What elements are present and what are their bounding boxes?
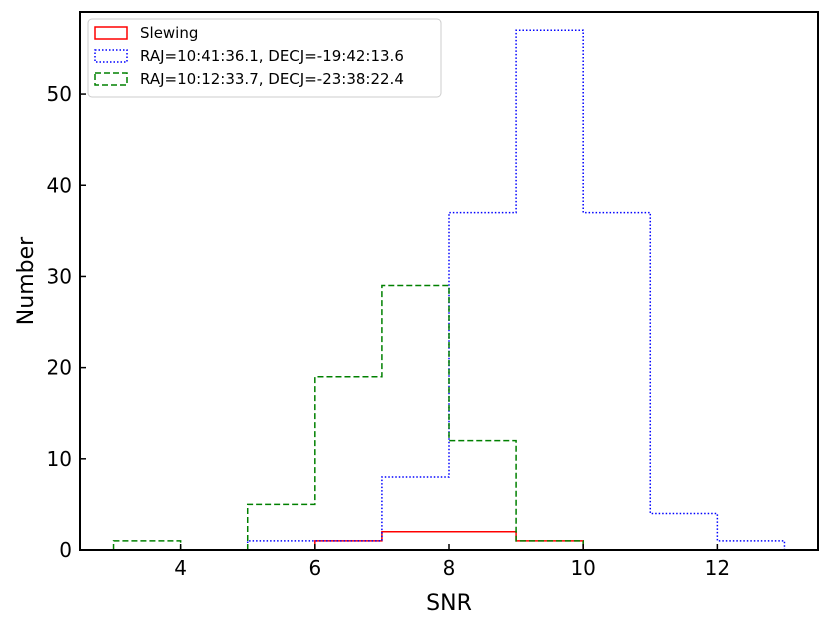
series-2-outline [246, 29, 786, 550]
legend-label: RAJ=10:41:36.1, DECJ=-19:42:13.6 [140, 47, 404, 65]
y-axis-label: Number [14, 236, 39, 325]
y-axis: 0 10 20 30 40 50 [47, 82, 86, 562]
series-3-outline [112, 284, 584, 550]
y-tick-label: 20 [47, 356, 72, 380]
series-layer [112, 29, 786, 550]
x-tick-label: 12 [705, 556, 730, 580]
x-tick-label: 8 [443, 556, 456, 580]
legend-label: Slewing [140, 24, 198, 42]
y-tick-label: 0 [59, 538, 72, 562]
legend-box [87, 18, 442, 98]
x-axis: 4 6 8 10 12 [174, 544, 730, 580]
legend-swatch [94, 72, 128, 86]
x-tick-label: 4 [174, 556, 187, 580]
legend: Slewing RAJ=10:41:36.1, DECJ=-19:42:13.6 R… [87, 18, 442, 98]
y-tick-label: 50 [47, 82, 72, 106]
x-tick-label: 10 [570, 556, 595, 580]
x-tick-label: 6 [308, 556, 321, 580]
series-2 [246, 29, 786, 550]
legend-swatch [94, 49, 128, 63]
y-tick-label: 30 [47, 264, 72, 288]
legend-label: RAJ=10:12:33.7, DECJ=-23:38:22.4 [140, 70, 404, 88]
y-tick-label: 40 [47, 173, 72, 197]
y-tick-label: 10 [47, 447, 72, 471]
series-3 [112, 284, 584, 550]
x-axis-label: SNR [426, 591, 472, 616]
legend-swatch [94, 26, 128, 40]
